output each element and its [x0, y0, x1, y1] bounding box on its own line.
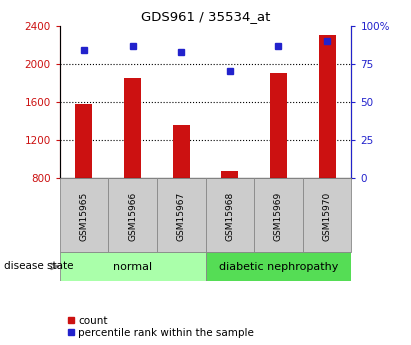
- Bar: [157, 178, 206, 252]
- Text: GSM15965: GSM15965: [79, 191, 88, 241]
- Bar: [108, 178, 157, 252]
- Bar: [60, 252, 206, 281]
- Bar: [206, 252, 351, 281]
- Text: GSM15970: GSM15970: [323, 191, 332, 241]
- Text: GSM15966: GSM15966: [128, 191, 137, 241]
- Bar: [173, 125, 190, 178]
- Bar: [254, 178, 303, 252]
- Text: GSM15967: GSM15967: [177, 191, 186, 241]
- Text: diabetic nephropathy: diabetic nephropathy: [219, 262, 338, 272]
- Bar: [221, 171, 238, 178]
- Text: normal: normal: [113, 262, 152, 272]
- Bar: [319, 35, 336, 178]
- Title: GDS961 / 35534_at: GDS961 / 35534_at: [141, 10, 270, 23]
- Legend: count, percentile rank within the sample: count, percentile rank within the sample: [65, 314, 256, 340]
- Text: GSM15969: GSM15969: [274, 191, 283, 241]
- Bar: [270, 73, 287, 178]
- Bar: [124, 78, 141, 178]
- Bar: [75, 104, 92, 178]
- Text: GSM15968: GSM15968: [225, 191, 234, 241]
- Bar: [303, 178, 351, 252]
- Text: disease state: disease state: [4, 262, 74, 271]
- Bar: [206, 178, 254, 252]
- Bar: [60, 178, 108, 252]
